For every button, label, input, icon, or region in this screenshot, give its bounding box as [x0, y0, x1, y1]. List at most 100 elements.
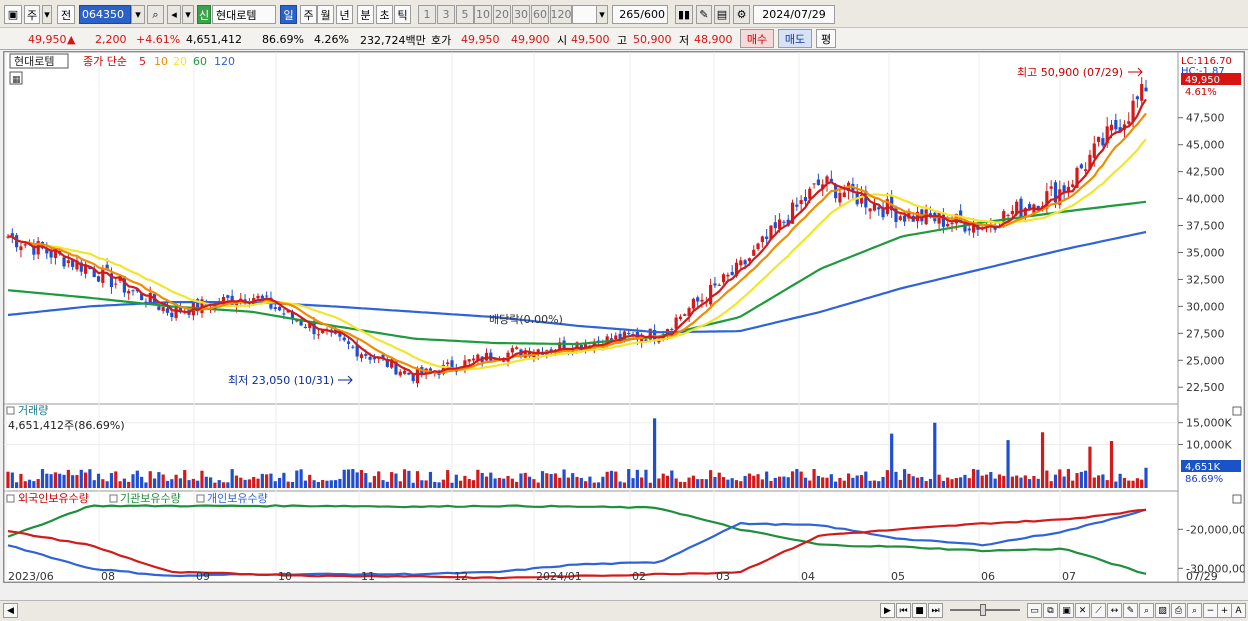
last-page-icon[interactable]: ⏭: [928, 603, 943, 618]
volume-bar: [334, 480, 338, 488]
save-icon[interactable]: ▤: [714, 5, 730, 24]
open-label: 시: [557, 33, 568, 47]
candle-body: [157, 306, 161, 310]
candle-body: [411, 374, 415, 382]
volume-bar: [269, 473, 273, 488]
candle-body: [428, 368, 433, 372]
image-icon[interactable]: ▨: [1155, 603, 1170, 618]
candle-body: [872, 203, 877, 211]
draw-tool-icon[interactable]: ✎: [696, 5, 712, 24]
last-price-badge: [1181, 73, 1241, 85]
volume-bar: [1040, 432, 1045, 488]
volume-bar: [829, 474, 833, 488]
period-6-button[interactable]: 틱: [394, 5, 411, 24]
search-tool-icon[interactable]: ⌕: [1187, 603, 1202, 618]
volume-bar: [1006, 440, 1010, 488]
dropdown-arrow-icon[interactable]: ▾: [42, 5, 52, 24]
pen-icon[interactable]: ✎: [1123, 603, 1138, 618]
code-dropdown-icon[interactable]: ▾: [131, 5, 145, 24]
legend-indiv-box-icon: [196, 494, 205, 503]
interval-3-button[interactable]: 3: [437, 5, 455, 24]
period-2-button[interactable]: 월: [317, 5, 334, 24]
zoom-in-icon[interactable]: +: [1217, 603, 1232, 618]
volume-bar: [377, 471, 381, 488]
interval-20-button[interactable]: 20: [493, 5, 511, 24]
interval-5-button[interactable]: 5: [456, 5, 474, 24]
copy-icon[interactable]: ⧉: [1043, 603, 1058, 618]
interval-1-button[interactable]: 1: [418, 5, 436, 24]
candle-body: [963, 223, 967, 232]
scroll-right-icon[interactable]: ▶: [880, 603, 895, 618]
volume-bar: [295, 470, 299, 488]
volume-bar: [527, 476, 532, 488]
candle-body: [53, 249, 58, 258]
item-type-select[interactable]: 주: [24, 5, 40, 24]
interval-10-button[interactable]: 10: [474, 5, 492, 24]
trend-icon[interactable]: ⟋: [1091, 603, 1106, 618]
volume-bar: [652, 418, 657, 488]
candle-body: [368, 356, 372, 360]
volume-bar: [19, 473, 23, 488]
buy-button[interactable]: 매수: [740, 29, 774, 48]
chart-window-icon[interactable]: ▣: [4, 5, 22, 24]
period-3-button[interactable]: 년: [336, 5, 353, 24]
candle-body: [165, 308, 170, 313]
volume-bar: [946, 477, 950, 488]
prev-button[interactable]: 전: [57, 5, 75, 24]
data-count-field[interactable]: 265/600: [612, 5, 668, 24]
measure-icon[interactable]: ↔: [1107, 603, 1122, 618]
volume-bar: [1122, 478, 1127, 488]
volume-bar: [769, 480, 773, 488]
sell-button[interactable]: 매도: [778, 29, 812, 48]
volume-bar: [609, 470, 614, 488]
current-price: 49,950: [28, 33, 67, 46]
volume-close-icon[interactable]: [1232, 406, 1242, 416]
candle-body: [385, 359, 389, 367]
stock-code-input[interactable]: 064350: [79, 5, 131, 24]
x-axis-label: 08: [101, 570, 115, 582]
window-icon[interactable]: ▣: [1059, 603, 1074, 618]
candle-body: [290, 311, 295, 318]
auto-scale-icon[interactable]: A: [1231, 603, 1246, 618]
candle-body: [308, 322, 312, 329]
price-tick-label: 30,000: [1186, 300, 1225, 313]
magnifier-icon[interactable]: ⌕: [1139, 603, 1154, 618]
scroll-left-icon[interactable]: ◀: [3, 603, 18, 618]
chart-svg[interactable]: 47,500 45,000 42,500 40,000 37,500 35,000 32,5…: [3, 51, 1246, 583]
holding-panel-box-icon[interactable]: [6, 494, 15, 503]
candle-body: [640, 337, 644, 343]
bars-icon[interactable]: ▮▮: [675, 5, 693, 24]
speaker-icon[interactable]: ◂: [167, 5, 181, 24]
volume-bar: [415, 471, 420, 488]
date-field[interactable]: 2024/07/29: [753, 5, 835, 24]
volume-bar: [208, 477, 213, 488]
holding-close-icon[interactable]: [1232, 494, 1242, 504]
search-icon[interactable]: ⌕: [147, 5, 164, 24]
interval-120-button[interactable]: 120: [550, 5, 572, 24]
gear-icon[interactable]: ⚙: [733, 5, 750, 24]
layout-icon[interactable]: ▭: [1027, 603, 1042, 618]
period-0-button[interactable]: 일: [280, 5, 297, 24]
stop-icon[interactable]: ■: [912, 603, 927, 618]
zoom-out-icon[interactable]: −: [1203, 603, 1218, 618]
chart-area[interactable]: 47,500 45,000 42,500 40,000 37,500 35,000 32,5…: [3, 51, 1246, 583]
zoom-slider-thumb[interactable]: [980, 604, 986, 616]
candle-body: [752, 249, 756, 256]
period-1-button[interactable]: 주: [300, 5, 317, 24]
cross-icon[interactable]: ✕: [1075, 603, 1090, 618]
print-icon[interactable]: ⎙: [1171, 603, 1186, 618]
volume-panel-box-icon[interactable]: [6, 406, 15, 415]
volume-bar: [877, 481, 881, 488]
volume-bar: [6, 471, 10, 488]
interval-60-button[interactable]: 60: [531, 5, 549, 24]
grid-toggle-icon[interactable]: [9, 71, 23, 85]
interval-30-button[interactable]: 30: [512, 5, 530, 24]
first-page-icon[interactable]: ⏮: [896, 603, 911, 618]
stock-title-box[interactable]: [9, 53, 69, 69]
speaker-dropdown-icon[interactable]: ▾: [182, 5, 194, 24]
volume-bar: [1144, 467, 1148, 488]
period-5-button[interactable]: 초: [376, 5, 393, 24]
evaluate-button[interactable]: 평: [816, 29, 836, 48]
period-4-button[interactable]: 분: [357, 5, 374, 24]
interval-dropdown-icon[interactable]: ▾: [596, 5, 608, 24]
